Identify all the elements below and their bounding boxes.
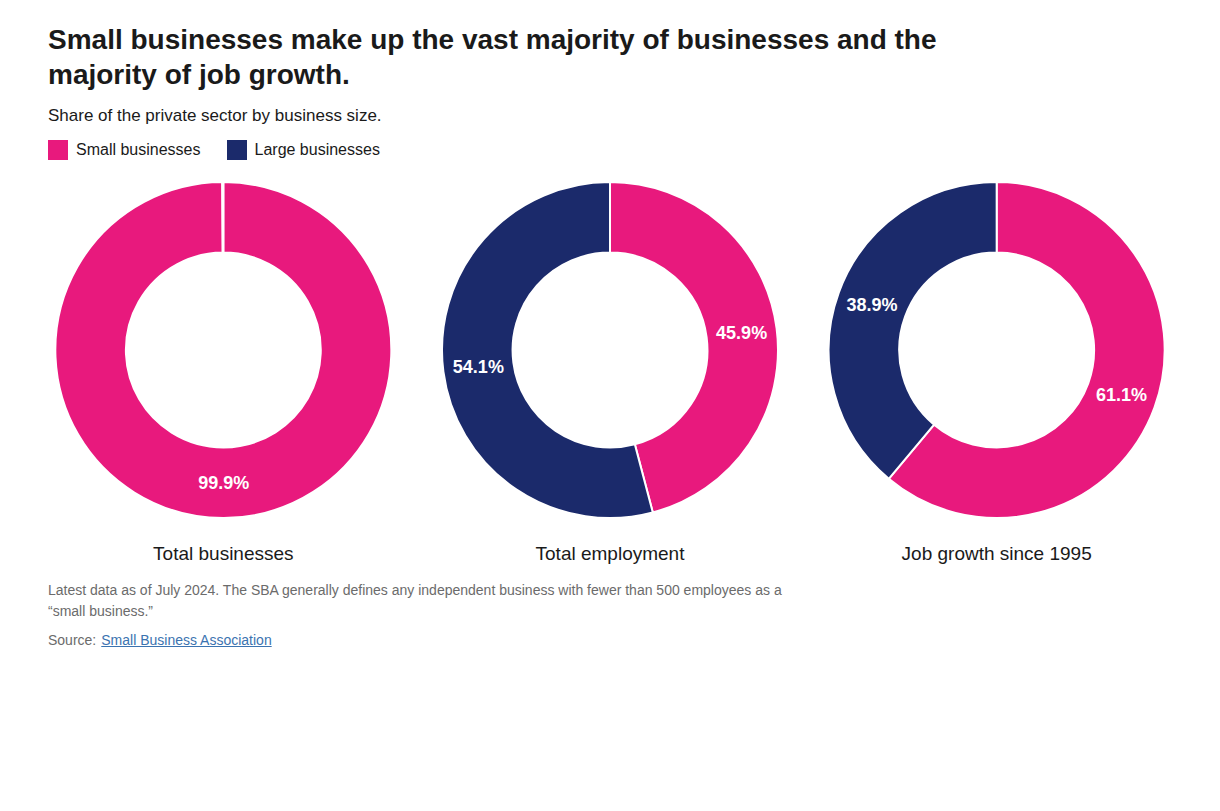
page: Small businesses make up the vast majori… bbox=[0, 0, 1220, 811]
source-label: Source: bbox=[48, 632, 96, 648]
data-label: 61.1% bbox=[1096, 385, 1147, 405]
footnote: “small business.” bbox=[48, 601, 1172, 622]
legend-item: Small businesses bbox=[48, 140, 201, 160]
source: Source: Small Business Association bbox=[48, 632, 1172, 648]
source-link: Small Business Association bbox=[101, 632, 271, 648]
chart-title: Total employment bbox=[536, 543, 686, 564]
title: Small businesses make up the vast majori… bbox=[48, 22, 1172, 92]
donut-slice: Large businesses bbox=[829, 182, 997, 479]
legend-label: Large businesses bbox=[255, 141, 380, 159]
legend-swatch bbox=[48, 140, 68, 160]
data-label: 99.9% bbox=[198, 473, 249, 493]
data-label: 45.9% bbox=[716, 323, 767, 343]
donut-labels: 61.1% 38.9% bbox=[846, 295, 1147, 406]
donut: Small businessesLarge businesses bbox=[442, 182, 778, 518]
donut-labels: 45.9% 54.1% bbox=[453, 323, 767, 377]
legend: Small businesses Large businesses bbox=[48, 140, 1172, 160]
subtitle: Share of the private sector by business … bbox=[48, 106, 1172, 126]
chart-title: Job growth since 1995 bbox=[902, 543, 1092, 564]
donut-labels: 99.9% bbox=[198, 473, 249, 493]
donut-slice: Large businesses bbox=[222, 182, 223, 253]
legend-label: Small businesses bbox=[76, 141, 201, 159]
legend-item: Large businesses bbox=[227, 140, 380, 160]
legend-swatch bbox=[227, 140, 247, 160]
data-label: 38.9% bbox=[846, 295, 897, 315]
chart-title: Total businesses bbox=[153, 543, 293, 564]
donut-slice: Large businesses bbox=[442, 182, 653, 518]
data-label: 54.1% bbox=[453, 357, 504, 377]
donut: Small businessesLarge businesses bbox=[829, 182, 1165, 518]
donut-charts: Small businessesLarge businesses99.9%Tot… bbox=[0, 160, 1220, 580]
donut: Small businessesLarge businesses bbox=[55, 182, 391, 518]
donut-slice: Small businesses bbox=[55, 182, 391, 518]
footnote: Latest data as of July 2024. The SBA gen… bbox=[48, 580, 1172, 601]
